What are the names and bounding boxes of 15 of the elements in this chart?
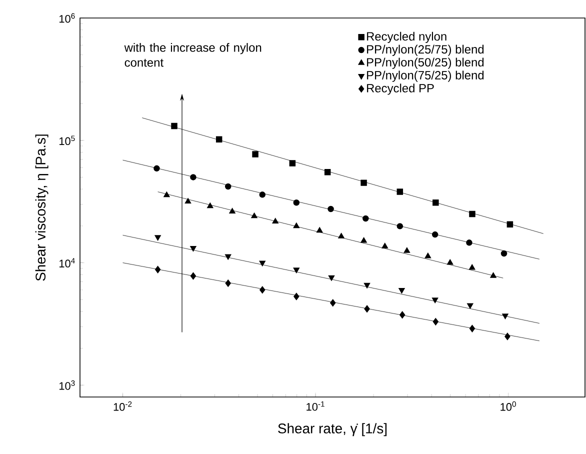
x-tick-label: 10$^{-2}$ (114, 401, 132, 411)
legend-label: PP/nylon(25/75) blend (367, 44, 484, 56)
legend-label: Recycled nylon (367, 32, 446, 43)
y-axis-title: Shear viscosity, η [Pa.s] (35, 134, 48, 281)
y-tick-label: 10$^{6}$ (59, 13, 75, 23)
legend-label: Recycled PP (367, 84, 434, 95)
x-axis-title: Shear rate, γ̇ [1/s] (278, 423, 387, 436)
x-tick-label: 10$^{0}$ (500, 401, 516, 411)
y-tick-label: 10$^{4}$ (59, 258, 75, 268)
legend-label: PP/nylon(75/25) blend (367, 70, 484, 82)
x-tick-label: 10$^{-1}$ (306, 401, 324, 411)
legend-label: PP/nylon(50/25) blend (367, 58, 484, 69)
y-tick-label: 10$^{3}$ (59, 380, 75, 390)
annotation: with the increase of nylon content (124, 43, 262, 67)
y-tick-label: 10$^{5}$ (59, 136, 75, 146)
